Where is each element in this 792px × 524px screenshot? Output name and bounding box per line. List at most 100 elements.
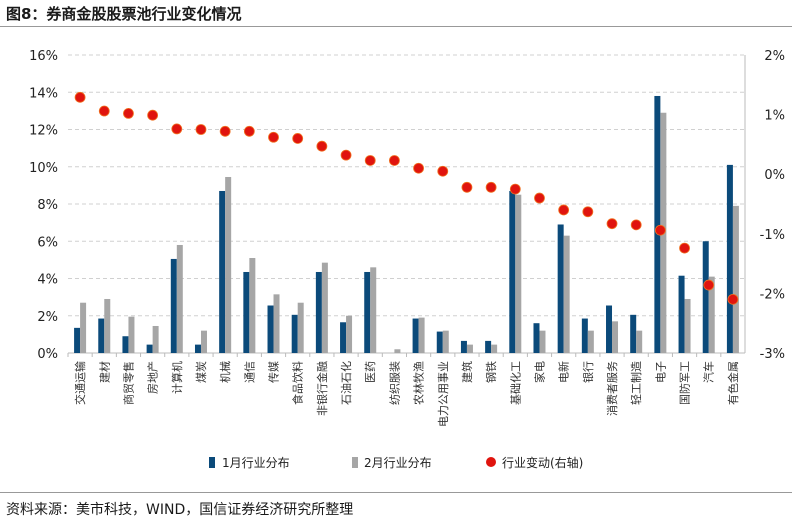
bar-feb xyxy=(346,315,353,353)
bar-feb xyxy=(708,276,715,353)
bar-feb xyxy=(176,244,183,353)
change-dot xyxy=(606,218,618,230)
bar-jan xyxy=(678,275,685,353)
bar-jan xyxy=(219,190,226,353)
x-tick-label: 机械 xyxy=(218,361,232,383)
change-dot xyxy=(364,155,376,166)
bar-feb xyxy=(321,262,328,353)
change-dot xyxy=(74,91,86,103)
x-tick-label: 煤炭 xyxy=(195,361,208,383)
chart: 0% 2% 4% 6% 8% 10% 12% 14% 16% -3% -2% -1% 0% 1% 2% 交通运… xyxy=(29,49,785,470)
bar-feb xyxy=(539,330,546,353)
bar-feb xyxy=(225,176,232,353)
legend-label-change: 行业变动(右轴) xyxy=(502,455,583,470)
bar-jan xyxy=(630,314,637,353)
y-left-tick-label: 0% xyxy=(37,347,58,362)
bar-jan xyxy=(146,344,153,353)
change-dot xyxy=(98,105,110,117)
change-dot xyxy=(654,224,666,236)
change-dot xyxy=(268,131,279,143)
y-left-tick-label: 10% xyxy=(29,161,58,176)
x-tick-label: 电新 xyxy=(557,361,571,383)
x-tick-label: 食品饮料 xyxy=(291,361,305,405)
x-tick-label: 国防军工 xyxy=(678,361,692,405)
bar-jan xyxy=(557,224,564,353)
change-dot xyxy=(219,125,231,137)
bar-jan xyxy=(267,305,274,353)
bar-jan xyxy=(509,190,516,353)
change-dot xyxy=(534,192,545,204)
legend-swatch-jan xyxy=(209,457,215,468)
x-tick-label: 家电 xyxy=(532,361,546,383)
change-dot xyxy=(413,162,424,174)
x-tick-label: 银行 xyxy=(581,361,595,383)
bar-jan xyxy=(485,340,492,353)
bar-jan xyxy=(291,314,298,353)
bar-feb xyxy=(128,316,135,353)
legend-swatch-change xyxy=(486,457,496,467)
bar-jan xyxy=(581,318,588,353)
bar-jan xyxy=(606,305,613,353)
y-left-tick-label: 2% xyxy=(37,310,58,325)
y-left-tick-label: 8% xyxy=(37,198,58,213)
bar-feb xyxy=(636,330,643,353)
x-tick-label: 非银行金融 xyxy=(315,361,329,416)
bar-jan xyxy=(315,271,322,353)
y-left-tick-label: 16% xyxy=(29,49,58,64)
change-dot xyxy=(171,123,183,135)
bar-feb xyxy=(200,330,207,353)
x-tick-label: 农林牧渔 xyxy=(412,361,426,405)
legend-label-feb: 2月行业分布 xyxy=(364,456,432,470)
x-tick-label: 基础化工 xyxy=(508,361,522,405)
figure-title: 图8：券商金股股票池行业变化情况 xyxy=(6,5,242,23)
bar-feb xyxy=(394,349,401,353)
change-dot xyxy=(509,183,521,195)
bar-feb xyxy=(249,258,256,353)
bar-jan xyxy=(74,327,81,353)
bar-jan xyxy=(726,164,733,353)
x-tick-label: 通信 xyxy=(243,361,256,383)
y-left-tick-label: 6% xyxy=(37,235,58,250)
bar-feb xyxy=(273,294,280,353)
change-dot xyxy=(316,140,328,152)
bar-feb xyxy=(684,298,691,353)
bar-jan xyxy=(436,331,443,353)
change-dot xyxy=(582,206,594,218)
x-tick-label: 医药 xyxy=(364,361,377,383)
bar-feb xyxy=(612,321,619,353)
change-dot xyxy=(703,279,715,291)
change-dot xyxy=(437,165,449,177)
bar-jan xyxy=(412,318,419,353)
y-right-tick-label: -2% xyxy=(760,287,785,302)
bar-feb xyxy=(491,344,498,353)
x-tick-label: 商贸零售 xyxy=(121,361,135,405)
bar-feb xyxy=(587,330,594,353)
bar-feb xyxy=(104,298,111,353)
x-tick-label: 纺织服装 xyxy=(387,361,401,405)
change-dot xyxy=(727,293,739,305)
y-left-tick-label: 14% xyxy=(29,86,58,101)
x-tick-label: 轻工制造 xyxy=(629,361,643,405)
bar-feb xyxy=(732,205,739,353)
bar-jan xyxy=(122,336,129,353)
title-divider xyxy=(0,26,792,27)
bar-jan xyxy=(460,340,467,353)
bar-feb xyxy=(80,302,87,353)
bar-feb xyxy=(418,317,425,353)
change-dot xyxy=(485,181,497,193)
x-tick-label: 交通运输 xyxy=(73,361,87,405)
change-dot xyxy=(292,133,304,144)
y-left-tick-label: 12% xyxy=(29,124,58,139)
x-tick-label: 消费者服务 xyxy=(605,361,619,416)
bar-feb xyxy=(563,235,570,353)
change-dot xyxy=(147,109,159,121)
bar-feb xyxy=(466,344,473,353)
change-dot xyxy=(461,181,473,193)
bar-feb xyxy=(297,302,304,353)
source-note: 资料来源：美市科技，WIND，国信证券经济研究所整理 xyxy=(6,502,354,518)
x-tick-label: 电子 xyxy=(654,361,667,383)
y-left-tick-label: 4% xyxy=(37,273,58,288)
x-tick-label: 建材 xyxy=(97,361,111,383)
bar-jan xyxy=(702,241,709,353)
change-dot xyxy=(195,124,207,135)
